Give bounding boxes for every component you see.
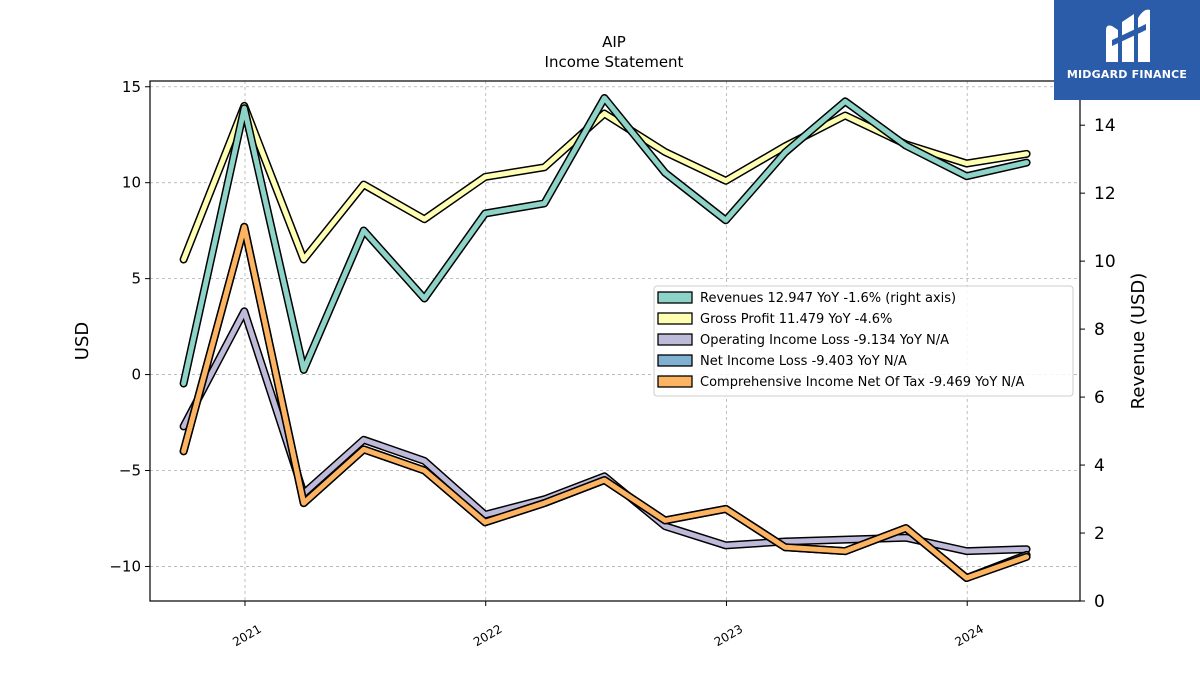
- legend-swatch: [657, 354, 693, 367]
- x-tick-label: 2021: [230, 622, 263, 649]
- left-y-tick-label: −10: [109, 557, 141, 575]
- legend-entry: Net Income Loss -9.403 YoY N/A: [700, 354, 907, 369]
- right-y-tick-label: 0: [1094, 592, 1105, 612]
- left-y-axis: −10 −5 0 5 10 15: [109, 78, 150, 575]
- left-y-tick-label: 5: [131, 270, 141, 288]
- series-3-line: [181, 224, 1030, 581]
- legend: Revenues 12.947 YoY -1.6% (right axis) Gr…: [653, 285, 1074, 397]
- right-y-axis: 0 2 4 6 8 10 12 14: [1080, 116, 1116, 612]
- right-y-tick-label: 12: [1094, 184, 1116, 204]
- x-tick-label: 2022: [471, 622, 504, 649]
- x-tick-label: 2023: [712, 622, 745, 649]
- left-y-tick-label: 10: [122, 174, 141, 192]
- legend-swatch: [657, 333, 693, 346]
- left-y-tick-label: 0: [131, 366, 141, 384]
- right-axis-label: Revenue (USD): [1128, 273, 1149, 410]
- left-axis-label: USD: [72, 322, 93, 360]
- right-y-tick-label: 2: [1094, 524, 1105, 544]
- series-4-line: [181, 224, 1030, 581]
- chart-title: AIP: [602, 33, 626, 51]
- right-y-tick-label: 10: [1094, 252, 1116, 272]
- right-y-tick-label: 14: [1094, 116, 1116, 136]
- midgard-finance-logo: MIDGARD FINANCE: [1054, 0, 1200, 100]
- legend-entry: Revenues 12.947 YoY -1.6% (right axis): [700, 291, 956, 306]
- legend-swatch: [657, 312, 693, 325]
- logo-mark-icon: [1106, 9, 1150, 62]
- right-y-tick-label: 6: [1094, 388, 1105, 408]
- series-3-outline: [179, 222, 1031, 582]
- series-0-line: [181, 95, 1030, 386]
- legend-swatch: [657, 291, 693, 304]
- legend-box: [653, 285, 1074, 397]
- right-y-tick-label: 4: [1094, 456, 1105, 476]
- series-layer: [179, 94, 1031, 582]
- left-y-tick-label: 15: [122, 78, 141, 96]
- x-tick-label: 2024: [952, 622, 985, 649]
- left-y-tick-label: −5: [119, 462, 141, 480]
- right-y-tick-label: 8: [1094, 320, 1105, 340]
- series-4-outline: [179, 222, 1031, 582]
- legend-entry: Gross Profit 11.479 YoY -4.6%: [700, 312, 892, 327]
- legend-swatch: [657, 375, 693, 388]
- plot-frame: [149, 80, 1081, 602]
- chart-subtitle: Income Statement: [545, 53, 684, 71]
- legend-entry: Comprehensive Income Net Of Tax -9.469 Y…: [700, 375, 1025, 390]
- logo-text: MIDGARD FINANCE: [1066, 68, 1188, 81]
- legend-entry: Operating Income Loss -9.134 YoY N/A: [700, 333, 949, 348]
- x-axis: 2021 2022 2023 2024: [230, 601, 986, 649]
